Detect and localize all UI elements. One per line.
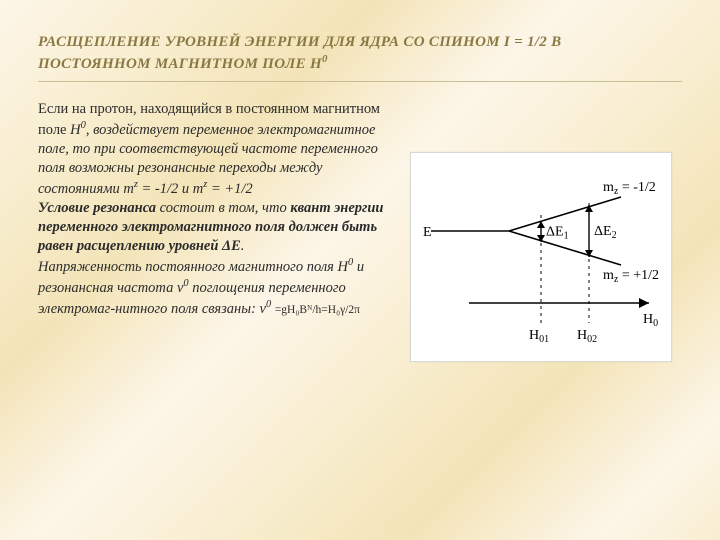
p2b: состоит в том, что [156, 200, 290, 216]
svg-text:ΔE1: ΔE1 [546, 224, 569, 241]
energy-diagram: Emz = -1/2 mz = +1/2 ΔE1 ΔE2 H01 H02 H0 [410, 152, 672, 362]
svg-text:mz = +1/2: mz = +1/2 [603, 268, 659, 285]
svg-text:E: E [423, 225, 432, 240]
p3c-sup: 0 [266, 299, 271, 310]
p1e: = +1/2 [207, 181, 252, 197]
svg-text:H01: H01 [529, 328, 549, 345]
p1d: = -1/2 и m [138, 181, 203, 197]
text-column: Если на протон, находящийся в постоянном… [38, 100, 388, 362]
content-row: Если на протон, находящийся в постоянном… [38, 100, 682, 362]
p2d: . [241, 238, 245, 254]
formula: =gH₀Bᴺ/h=H₀γ/2π [275, 304, 360, 316]
svg-text:H0: H0 [643, 312, 658, 329]
slide-title: РАСЩЕПЛЕНИЕ УРОВНЕЙ ЭНЕРГИИ ДЛЯ ЯДРА СО … [38, 32, 682, 82]
diagram-svg: Emz = -1/2 mz = +1/2 ΔE1 ΔE2 H01 H02 H0 [411, 153, 673, 363]
paragraph-3: Напряженность постоянного магнитного пол… [38, 256, 388, 319]
figure-column: Emz = -1/2 mz = +1/2 ΔE1 ΔE2 H01 H02 H0 [410, 100, 682, 362]
svg-text:ΔE2: ΔE2 [594, 224, 617, 241]
slide: РАСЩЕПЛЕНИЕ УРОВНЕЙ ЭНЕРГИИ ДЛЯ ЯДРА СО … [0, 0, 720, 382]
paragraph-2: Условие резонанса состоит в том, что ква… [38, 199, 388, 256]
paragraph-1: Если на протон, находящийся в постоянном… [38, 100, 388, 199]
title-sup: 0 [322, 53, 328, 65]
title-line1: РАСЩЕПЛЕНИЕ УРОВНЕЙ ЭНЕРГИИ ДЛЯ ЯДРА СО … [38, 34, 561, 50]
svg-text:H02: H02 [577, 328, 597, 345]
title-line2: ПОСТОЯННОМ МАГНИТНОМ ПОЛЕ H [38, 56, 322, 72]
svg-text:mz = -1/2: mz = -1/2 [603, 180, 656, 197]
p2a: Условие резонанса [38, 200, 156, 216]
p3a: Напряженность постоянного магнитного пол… [38, 259, 348, 275]
p1b: H [70, 121, 80, 137]
